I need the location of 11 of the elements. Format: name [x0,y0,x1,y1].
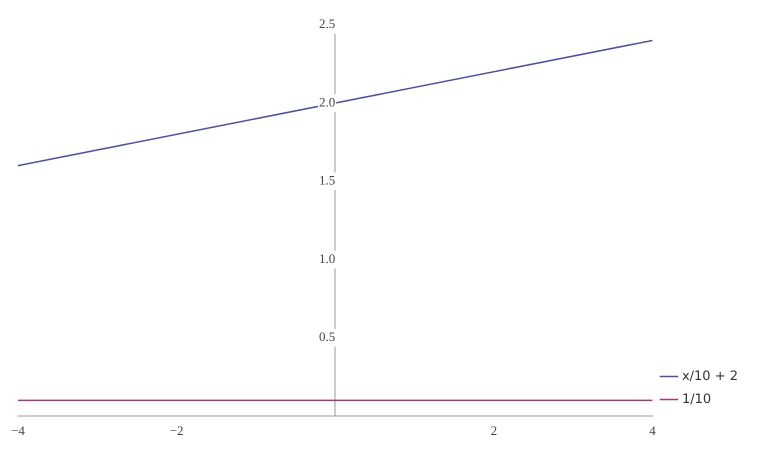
x-tick-label: −2 [170,423,184,438]
x-tick-label: 4 [649,423,656,438]
legend-label: 1/10 [682,392,712,407]
y-tick-label: 0.5 [318,329,336,344]
y-tick-label: 1.5 [318,172,336,188]
y-tick-label: 2.5 [318,16,336,32]
y-tick-label: 2.0 [318,94,336,110]
x-tick-label: 2 [490,423,498,438]
x-tick-label: −4 [11,423,26,438]
legend-label: x/10 + 2 [682,368,738,384]
y-tick-label: 1.0 [318,250,336,266]
